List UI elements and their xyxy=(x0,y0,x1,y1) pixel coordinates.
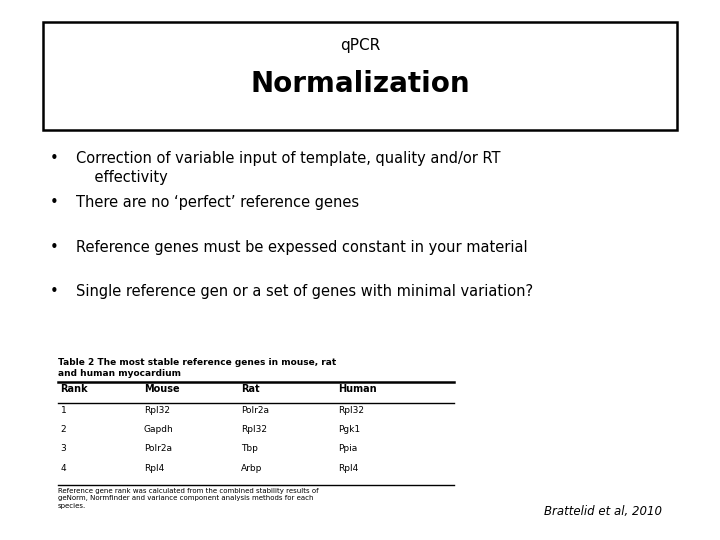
Text: 4: 4 xyxy=(60,464,66,473)
Text: Polr2a: Polr2a xyxy=(144,444,172,454)
FancyBboxPatch shape xyxy=(43,22,677,130)
Text: •: • xyxy=(50,284,58,299)
Text: Brattelid et al, 2010: Brattelid et al, 2010 xyxy=(544,505,662,518)
Text: Polr2a: Polr2a xyxy=(241,406,269,415)
Text: Rpl32: Rpl32 xyxy=(338,406,364,415)
Text: Pgk1: Pgk1 xyxy=(338,425,361,434)
Text: Single reference gen or a set of genes with minimal variation?: Single reference gen or a set of genes w… xyxy=(76,284,533,299)
Text: Human: Human xyxy=(338,384,377,394)
Text: Rpl4: Rpl4 xyxy=(144,464,164,473)
Text: Rpl32: Rpl32 xyxy=(144,406,170,415)
Text: •: • xyxy=(50,151,58,166)
Text: Gapdh: Gapdh xyxy=(144,425,174,434)
Text: Reference gene rank was calculated from the combined stability results of
geNorm: Reference gene rank was calculated from … xyxy=(58,488,318,509)
Text: 2: 2 xyxy=(60,425,66,434)
Text: Ppia: Ppia xyxy=(338,444,358,454)
Text: Mouse: Mouse xyxy=(144,384,179,394)
Text: Reference genes must be expessed constant in your material: Reference genes must be expessed constan… xyxy=(76,240,527,255)
Text: Tbp: Tbp xyxy=(241,444,258,454)
Text: 1: 1 xyxy=(60,406,66,415)
Text: Rat: Rat xyxy=(241,384,260,394)
Text: qPCR: qPCR xyxy=(340,38,380,53)
Text: Arbp: Arbp xyxy=(241,464,263,473)
Text: There are no ‘perfect’ reference genes: There are no ‘perfect’ reference genes xyxy=(76,195,359,211)
Text: Table 2 The most stable reference genes in mouse, rat
and human myocardium: Table 2 The most stable reference genes … xyxy=(58,358,336,378)
Text: Correction of variable input of template, quality and/or RT
    effectivity: Correction of variable input of template… xyxy=(76,151,500,185)
Text: 3: 3 xyxy=(60,444,66,454)
Text: Rpl4: Rpl4 xyxy=(338,464,359,473)
Text: Rank: Rank xyxy=(60,384,88,394)
Text: Rpl32: Rpl32 xyxy=(241,425,267,434)
Text: •: • xyxy=(50,240,58,255)
Text: •: • xyxy=(50,195,58,211)
Text: Normalization: Normalization xyxy=(250,70,470,98)
